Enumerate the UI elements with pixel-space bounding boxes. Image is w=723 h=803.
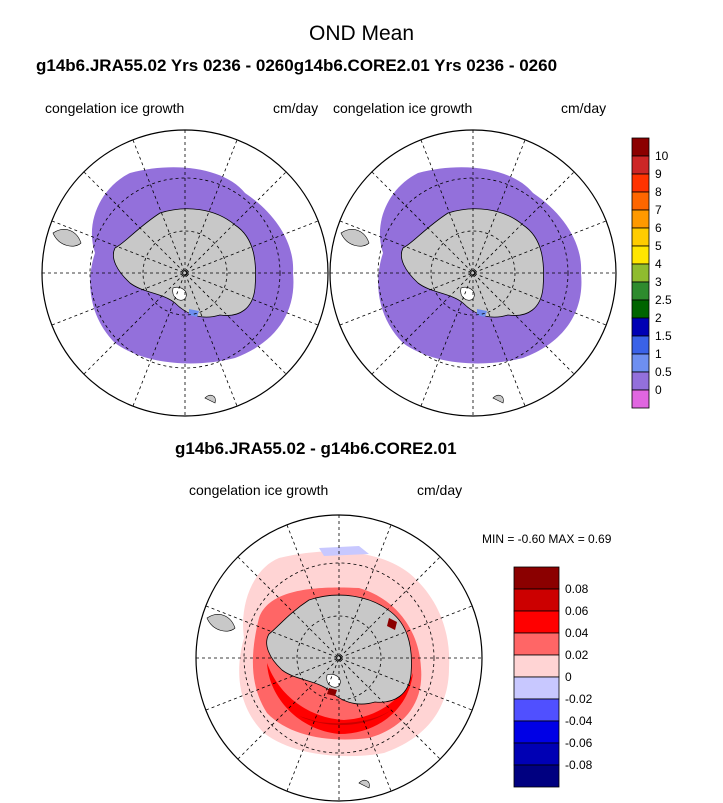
colorbar-top-swatch xyxy=(631,209,650,229)
colorbar-top-tick-label: 3 xyxy=(655,275,662,289)
colorbar-top-swatch xyxy=(631,245,650,265)
colorbar-top-tick-label: 1 xyxy=(655,347,662,361)
colorbar-diff-swatch xyxy=(513,610,560,634)
colorbar-top-swatch xyxy=(631,299,650,319)
colorbar-diff-swatch xyxy=(513,588,560,612)
colorbar-top-swatch xyxy=(631,155,650,175)
colorbar-top-tick-label: 0.5 xyxy=(655,365,672,379)
panel2-left-label: congelation ice growth xyxy=(333,100,473,116)
colorbar-top-tick-label: 8 xyxy=(655,185,662,199)
colorbar-diff-tick-label: -0.02 xyxy=(565,692,593,706)
panel3-right-label: cm/day xyxy=(417,482,463,498)
colorbar-diff-tick-label: 0.02 xyxy=(565,648,589,662)
colorbar-diff-swatch xyxy=(513,764,560,788)
colorbar-top-tick-label: 6 xyxy=(655,221,662,235)
map-core2 xyxy=(329,129,617,417)
colorbar-diff-tick-label: 0.06 xyxy=(565,604,589,618)
colorbar-top-swatch xyxy=(631,191,650,211)
colorbar-diff-swatch xyxy=(513,632,560,656)
colorbar-diff-swatch xyxy=(513,742,560,766)
top-subtitle: g14b6.JRA55.02 Yrs 0236 - 0260g14b6.CORE… xyxy=(36,56,558,75)
min-max-stats: MIN = -0.60 MAX = 0.69 xyxy=(482,532,612,546)
colorbar-diff-tick-label: 0.08 xyxy=(565,582,589,596)
panel3-left-label: congelation ice growth xyxy=(189,482,329,498)
colorbar-diff-swatch xyxy=(513,676,560,700)
colorbar-top-swatch xyxy=(631,281,650,301)
colorbar-top-swatch xyxy=(631,317,650,337)
diff-subtitle: g14b6.JRA55.02 - g14b6.CORE2.01 xyxy=(175,439,457,458)
map-jra55 xyxy=(41,129,329,417)
colorbar-top-swatch xyxy=(631,353,650,373)
colorbar-diff-swatch xyxy=(513,654,560,678)
colorbar-top-swatch xyxy=(631,137,650,157)
colorbar-diff-tick-label: -0.08 xyxy=(565,758,593,772)
colorbar-diff: 0.08 0.06 0.04 0.02 0 -0.02 -0.04 -0.06 -0.08 xyxy=(513,566,593,788)
colorbar-top-tick-label: 2.5 xyxy=(655,293,672,307)
colorbar-top-tick-label: 0 xyxy=(655,383,662,397)
colorbar-diff-swatch xyxy=(513,566,560,590)
colorbar-top-swatch xyxy=(631,173,650,193)
colorbar-top-swatch xyxy=(631,263,650,283)
colorbar-top-tick-label: 7 xyxy=(655,203,662,217)
colorbar-top-tick-label: 4 xyxy=(655,257,662,271)
colorbar-top-tick-label: 2 xyxy=(655,311,662,325)
colorbar-top-tick-label: 10 xyxy=(655,149,669,163)
colorbar-top-swatch xyxy=(631,335,650,355)
colorbar-top-tick-label: 1.5 xyxy=(655,329,672,343)
colorbar-diff-swatch xyxy=(513,698,560,722)
colorbar-diff-tick-label: 0.04 xyxy=(565,626,589,640)
colorbar-diff-tick-label: 0 xyxy=(565,670,572,684)
colorbar-top-tick-label: 5 xyxy=(655,239,662,253)
figure-title: OND Mean xyxy=(308,22,415,45)
colorbar-top: 10 9 8 7 6 5 4 3 2.5 2 1.5 1 0.5 0 xyxy=(631,137,672,409)
panel1-left-label: congelation ice growth xyxy=(45,100,185,116)
colorbar-diff-tick-label: -0.06 xyxy=(565,736,593,750)
panel2-right-label: cm/day xyxy=(561,100,607,116)
panel1-right-label: cm/day xyxy=(273,100,319,116)
colorbar-diff-swatch xyxy=(513,720,560,744)
colorbar-top-tick-label: 9 xyxy=(655,167,662,181)
colorbar-top-swatch xyxy=(631,389,650,409)
map-difference xyxy=(195,514,483,802)
colorbar-top-swatch xyxy=(631,371,650,391)
colorbar-top-swatch xyxy=(631,227,650,247)
colorbar-diff-tick-label: -0.04 xyxy=(565,714,593,728)
